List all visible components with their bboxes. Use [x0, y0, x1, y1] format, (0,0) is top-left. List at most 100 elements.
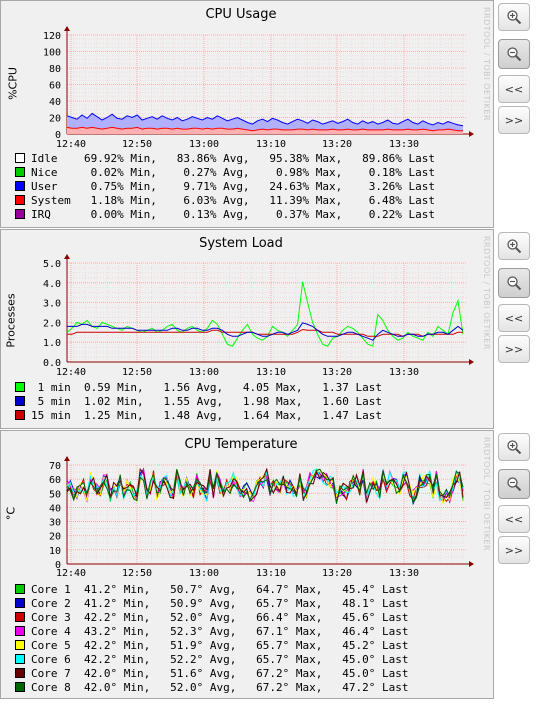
legend: Core 1 41.2° Min, 50.7° Avg, 64.7° Max, …: [15, 583, 409, 695]
chart-title: System Load: [199, 236, 283, 251]
magnifier-minus-icon: [507, 276, 522, 291]
legend-stats: 42.2° Min, 51.9° Avg, 65.7° Max, 45.2° L…: [70, 639, 409, 652]
watermark: RRDTOOL / TOBI OETIKER: [482, 7, 491, 122]
x-tick-label: 13:00: [189, 367, 219, 378]
legend-entry: Core 2 41.2° Min, 50.9° Avg, 65.7° Max, …: [15, 597, 409, 611]
legend-swatch: [15, 410, 25, 420]
legend-name: Core 8: [31, 681, 71, 694]
legend-entry: 5 min 1.02 Min, 1.55 Avg, 1.98 Max, 1.60…: [15, 395, 382, 409]
legend-name: Core 7: [31, 667, 71, 680]
legend-swatch: [15, 181, 25, 191]
zoom-in-button[interactable]: [498, 433, 530, 461]
zoom-out-button[interactable]: [498, 39, 530, 69]
legend-entry: Core 5 42.2° Min, 51.9° Avg, 65.7° Max, …: [15, 639, 409, 653]
zoom-in-button[interactable]: [498, 3, 530, 31]
legend-swatch: [15, 167, 25, 177]
y-tick-label: 80: [49, 64, 61, 75]
double-right-arrow: >>: [504, 113, 524, 127]
legend-entry: Core 4 43.2° Min, 52.3° Avg, 67.1° Max, …: [15, 625, 409, 639]
cpu-temperature-panel: 0 10 20 30 40 50 60 70 12:40 12:50 13:00 13:10 13:20…: [0, 430, 494, 699]
legend-name: Core 3: [31, 611, 71, 624]
forward-button[interactable]: >>: [498, 335, 530, 363]
y-tick-label: 20: [49, 114, 61, 125]
cpu-usage-chart: 0 20 40 60 80 100 120 12:40 12:50 13:00 13:10 13:20…: [43, 26, 474, 150]
y-tick-label: 0: [55, 560, 61, 571]
x-tick-label: 13:30: [389, 139, 419, 150]
y-axis-label: Processes: [4, 293, 18, 348]
legend-entry: Core 6 42.2° Min, 52.2° Avg, 65.7° Max, …: [15, 653, 409, 667]
y-axis-arrow: [64, 254, 70, 259]
core-7-line: [66, 467, 464, 504]
legend-stats: 0.59 Min, 1.56 Avg, 4.05 Max, 1.37 Last: [70, 381, 383, 394]
x-tick-label: 13:20: [322, 568, 352, 579]
legend-stats: 42.2° Min, 52.2° Avg, 65.7° Max, 45.0° L…: [70, 653, 409, 666]
legend-stats: 0.02% Min, 0.27% Avg, 0.98% Max, 0.18% L…: [70, 166, 435, 179]
legend-entry: 1 min 0.59 Min, 1.56 Avg, 4.05 Max, 1.37…: [15, 381, 382, 395]
y-tick-label: 60: [49, 475, 61, 486]
x-tick-label: 13:30: [389, 367, 419, 378]
x-axis-arrow: [469, 561, 474, 567]
legend-name: Core 5: [31, 639, 71, 652]
y-tick-label: 20: [49, 532, 61, 543]
legend-stats: 1.25 Min, 1.48 Avg, 1.64 Max, 1.47 Last: [70, 409, 383, 422]
watermark: RRDTOOL / TOBI OETIKER: [482, 236, 491, 351]
legend-stats: 43.2° Min, 52.3° Avg, 67.1° Max, 46.4° L…: [70, 625, 409, 638]
x-tick-label: 13:20: [322, 139, 352, 150]
legend-entry: System 1.18% Min, 6.03% Avg, 11.39% Max,…: [15, 194, 435, 208]
zoom-out-button[interactable]: [498, 469, 530, 499]
x-tick-label: 12:50: [122, 139, 152, 150]
legend-stats: 0.00% Min, 0.13% Avg, 0.37% Max, 0.22% L…: [70, 208, 435, 221]
y-axis-arrow: [64, 456, 70, 461]
legend-swatch: [15, 209, 25, 219]
legend-swatch: [15, 640, 25, 650]
y-tick-label: 0: [55, 130, 61, 141]
legend-entry: Core 7 42.0° Min, 51.6° Avg, 67.2° Max, …: [15, 667, 409, 681]
legend-stats: 1.18% Min, 6.03% Avg, 11.39% Max, 6.48% …: [70, 194, 435, 207]
legend-name: Core 2: [31, 597, 71, 610]
y-tick-label: 2.0: [43, 318, 61, 329]
y-tick-label: 30: [49, 518, 61, 529]
double-right-arrow: >>: [504, 342, 524, 356]
legend-name: 15 min: [31, 409, 71, 422]
legend-swatch: [15, 382, 25, 392]
system-area: [67, 127, 463, 134]
magnifier-minus-icon: [507, 477, 522, 492]
x-tick-label: 13:10: [256, 568, 286, 579]
legend-swatch: [15, 612, 25, 622]
legend-entry: IRQ 0.00% Min, 0.13% Avg, 0.37% Max, 0.2…: [15, 208, 435, 222]
legend-name: 5 min: [31, 395, 71, 408]
x-tick-label: 13:20: [322, 367, 352, 378]
chart-title: CPU Usage: [205, 7, 277, 22]
core-8-line: [66, 468, 464, 504]
forward-button[interactable]: >>: [498, 106, 530, 134]
y-tick-label: 5.0: [43, 259, 61, 270]
legend-name: System: [31, 194, 71, 207]
y-axis-arrow: [64, 26, 70, 31]
legend-name: IRQ: [31, 208, 71, 221]
back-button[interactable]: <<: [498, 304, 530, 332]
legend-swatch: [15, 654, 25, 664]
legend-stats: 0.75% Min, 9.71% Avg, 24.63% Max, 3.26% …: [70, 180, 435, 193]
legend-stats: 42.0° Min, 52.0° Avg, 67.2° Max, 47.2° L…: [70, 681, 409, 694]
x-tick-label: 12:40: [56, 139, 86, 150]
legend-entry: Core 1 41.2° Min, 50.7° Avg, 64.7° Max, …: [15, 583, 409, 597]
x-tick-label: 13:00: [189, 139, 219, 150]
legend-swatch: [15, 668, 25, 678]
forward-button[interactable]: >>: [498, 536, 530, 564]
legend-entry: 15 min 1.25 Min, 1.48 Avg, 1.64 Max, 1.4…: [15, 409, 382, 423]
legend-entry: Nice 0.02% Min, 0.27% Avg, 0.98% Max, 0.…: [15, 166, 435, 180]
double-left-arrow: <<: [504, 311, 524, 325]
x-tick-label: 12:50: [122, 367, 152, 378]
legend-swatch: [15, 153, 25, 163]
back-button[interactable]: <<: [498, 75, 530, 103]
x-tick-label: 12:40: [56, 367, 86, 378]
y-tick-label: 3.0: [43, 299, 61, 310]
x-axis-arrow: [469, 131, 474, 137]
zoom-in-button[interactable]: [498, 232, 530, 260]
magnifier-plus-icon: [507, 239, 522, 254]
back-button[interactable]: <<: [498, 505, 530, 533]
system-load-chart: 0.0 1.0 2.0 3.0 4.0 5.0 12:40 12:50 13:00 13:10 13…: [43, 254, 474, 378]
legend-swatch: [15, 598, 25, 608]
zoom-out-button[interactable]: [498, 268, 530, 298]
legend-swatch: [15, 626, 25, 636]
